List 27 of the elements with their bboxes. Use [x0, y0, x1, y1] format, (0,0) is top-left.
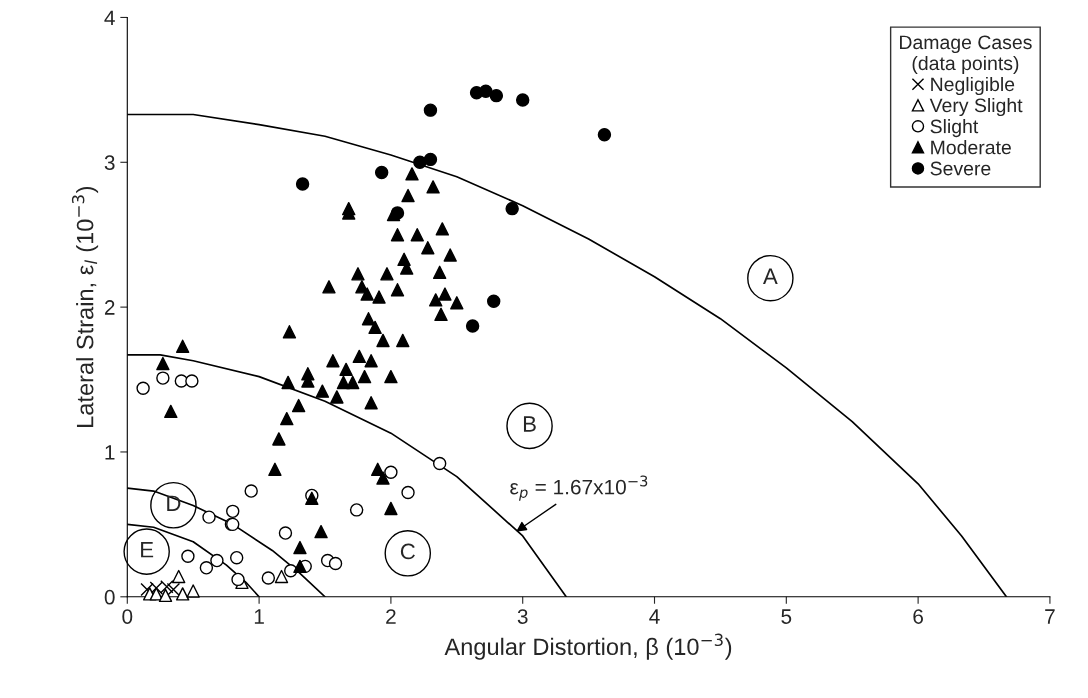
- legend-label: Moderate: [931, 140, 1011, 155]
- x-tick-label: 2: [386, 609, 396, 624]
- annotation: D: [167, 495, 181, 511]
- annotation: C: [400, 543, 415, 560]
- x-axis-title: Angular Distortion, β (10$^{−3}$): [444, 633, 732, 660]
- annotation: E: [141, 542, 154, 558]
- annotation: A: [763, 268, 778, 284]
- y-tick-label: 1: [105, 445, 115, 460]
- y-tick-label: 0: [104, 589, 115, 605]
- x-tick-label: 0: [122, 609, 133, 624]
- x-tick-label: 3: [517, 609, 528, 624]
- x-tick-label: 6: [913, 609, 923, 624]
- x-tick-label: 1: [254, 609, 264, 624]
- y-tick-label: 2: [104, 300, 115, 315]
- annotation: ε$_{p}$ = 1.67x10$^{−3}$: [510, 475, 648, 501]
- legend-title: Damage Cases (data points): [900, 35, 1032, 75]
- annotation: B: [523, 416, 536, 432]
- legend-label: Slight: [930, 119, 979, 138]
- y-axis-title: Lateral Strain, ε$_{l}$ (10$^{−3}$): [71, 186, 99, 427]
- x-tick-label: 5: [781, 609, 792, 624]
- legend-label: Very Slight: [929, 97, 1023, 117]
- legend-label: Negligible: [931, 76, 1015, 96]
- y-tick-label: 3: [104, 155, 115, 171]
- x-tick-label: 4: [649, 609, 660, 624]
- y-tick-label: 4: [104, 10, 115, 25]
- x-tick-label: 7: [1045, 609, 1055, 624]
- legend-label: Severe: [930, 161, 991, 176]
